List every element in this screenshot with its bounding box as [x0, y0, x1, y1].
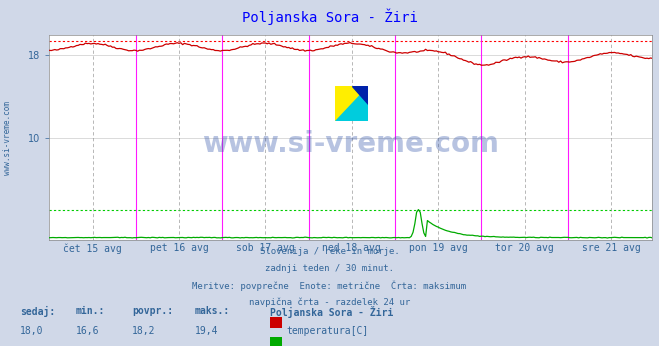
Polygon shape [335, 86, 368, 121]
Text: Poljanska Sora - Žiri: Poljanska Sora - Žiri [270, 306, 393, 318]
Text: 18,0: 18,0 [20, 326, 43, 336]
Polygon shape [352, 86, 368, 104]
Text: www.si-vreme.com: www.si-vreme.com [202, 130, 500, 158]
Text: 19,4: 19,4 [194, 326, 218, 336]
Text: povpr.:: povpr.: [132, 306, 173, 316]
Text: temperatura[C]: temperatura[C] [286, 326, 368, 336]
Text: min.:: min.: [76, 306, 105, 316]
Text: Poljanska Sora - Žiri: Poljanska Sora - Žiri [242, 9, 417, 25]
Text: sedaj:: sedaj: [20, 306, 55, 317]
Text: 18,2: 18,2 [132, 326, 156, 336]
Text: maks.:: maks.: [194, 306, 229, 316]
Text: www.si-vreme.com: www.si-vreme.com [3, 101, 13, 175]
Text: navpična črta - razdelek 24 ur: navpična črta - razdelek 24 ur [249, 297, 410, 307]
Polygon shape [335, 86, 368, 121]
Text: 16,6: 16,6 [76, 326, 100, 336]
Text: zadnji teden / 30 minut.: zadnji teden / 30 minut. [265, 264, 394, 273]
Text: Meritve: povprečne  Enote: metrične  Črta: maksimum: Meritve: povprečne Enote: metrične Črta:… [192, 281, 467, 291]
Text: Slovenija / reke in morje.: Slovenija / reke in morje. [260, 247, 399, 256]
